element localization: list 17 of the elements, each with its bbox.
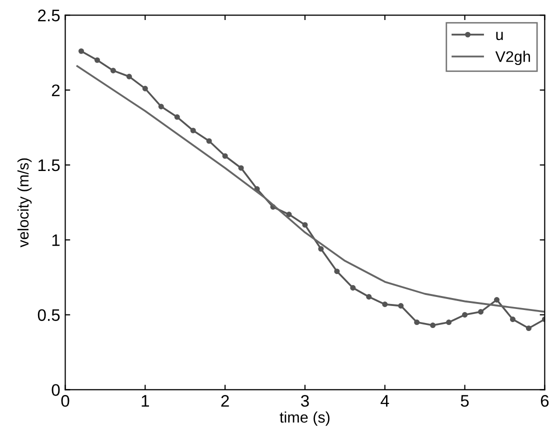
y-tick-label: 1 <box>52 234 60 246</box>
x-tick-label: 0 <box>61 395 70 407</box>
y-tick-label: 0.5 <box>38 309 60 321</box>
legend-label: u <box>496 32 503 40</box>
y-tick-label: 0 <box>52 384 60 396</box>
y-tick-label: 1.5 <box>38 160 60 172</box>
x-tick-label: 4 <box>380 395 390 407</box>
x-tick-label: 6 <box>540 395 549 407</box>
y-tick-label: 2 <box>52 84 60 96</box>
x-tick-label: 3 <box>300 395 309 407</box>
y-axis-title: velocity (m/s) <box>17 158 32 248</box>
x-tick-label: 2 <box>221 395 229 407</box>
x-tick-label: 1 <box>142 395 149 407</box>
y-tick-label: 2.5 <box>38 10 60 22</box>
x-axis-title: time (s) <box>280 411 330 426</box>
x-tick-label: 5 <box>460 395 469 407</box>
legend-label: V2gh <box>495 50 530 66</box>
